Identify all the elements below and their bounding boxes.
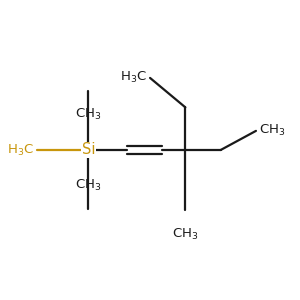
Text: $\mathregular{CH_3}$: $\mathregular{CH_3}$: [75, 178, 101, 193]
Text: $\mathregular{CH_3}$: $\mathregular{CH_3}$: [75, 107, 101, 122]
Text: Si: Si: [82, 142, 95, 158]
Text: $\mathregular{CH_3}$: $\mathregular{CH_3}$: [259, 123, 285, 138]
Text: $\mathregular{CH_3}$: $\mathregular{CH_3}$: [172, 226, 199, 242]
Text: $\mathregular{H_3C}$: $\mathregular{H_3C}$: [7, 142, 34, 158]
Text: $\mathregular{H_3C}$: $\mathregular{H_3C}$: [120, 70, 147, 86]
